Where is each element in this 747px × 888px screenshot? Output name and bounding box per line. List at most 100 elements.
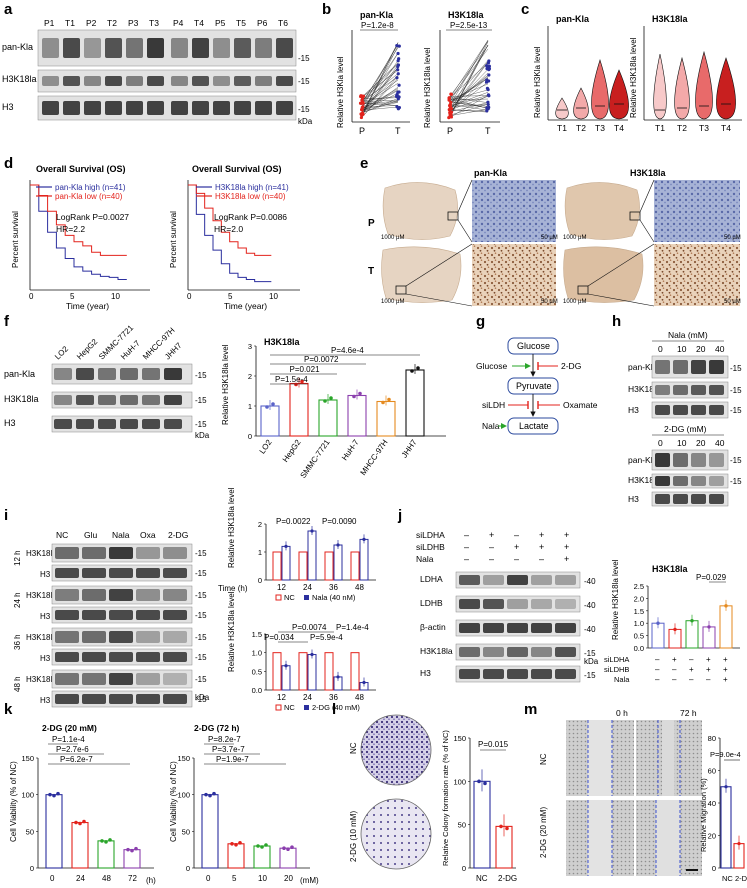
- data-point-t: [396, 72, 400, 76]
- blot-band: [54, 419, 72, 429]
- lane-label: T1: [65, 18, 75, 28]
- data-point-t: [396, 51, 400, 56]
- pathway-node: Pyruvate: [516, 381, 552, 391]
- treatment-label: NC: [56, 530, 68, 540]
- p-value: P=3.7e-7: [212, 745, 245, 754]
- blot-band: [531, 575, 552, 585]
- blot-band: [105, 38, 122, 58]
- mw-marker: -15: [195, 396, 207, 405]
- blot-band: [109, 589, 133, 601]
- x-axis-label: Time (h): [218, 584, 248, 593]
- y-axis-label: Relative H3K18la level: [227, 487, 236, 568]
- treatment-label: siLDHB: [604, 665, 629, 674]
- row-label: T: [368, 266, 374, 277]
- paired-line: [361, 42, 399, 109]
- plot-title: pan-Kla: [360, 10, 394, 20]
- data-point: [336, 543, 340, 547]
- data-point: [204, 792, 208, 797]
- blot-band: [691, 476, 706, 486]
- y-tick-label: 50: [26, 827, 34, 836]
- panel-d: d Overall Survival (OS) Percent survival…: [4, 155, 300, 311]
- y-tick-label: 40: [708, 799, 716, 808]
- blot-band: [483, 669, 504, 679]
- paired-line: [449, 62, 489, 98]
- paired-line: [361, 105, 399, 108]
- mw-marker: -40: [584, 625, 596, 634]
- blot-band: [82, 631, 106, 643]
- violin: [716, 57, 736, 120]
- blot-band: [213, 101, 230, 115]
- y-axis-label: Relative H3K18la level: [423, 47, 432, 128]
- blot-band: [126, 76, 143, 86]
- blot-band: [691, 360, 706, 374]
- y-tick-label: 1.5: [252, 630, 262, 639]
- blot-band: [531, 647, 552, 657]
- legend-swatch: [275, 594, 282, 601]
- paired-line: [449, 40, 489, 98]
- treatment-sign: +: [564, 530, 569, 540]
- mw-marker: -15: [298, 54, 310, 63]
- y-tick-label: 0: [712, 864, 716, 873]
- bar-nc: [350, 551, 360, 581]
- bar-treatment: [307, 654, 317, 691]
- x-tick-label: SMMC-7721: [299, 438, 332, 480]
- blot-band: [82, 652, 106, 662]
- y-tick-label: 0: [462, 864, 466, 873]
- data-point: [505, 826, 509, 831]
- p-value: P=9.0e-4: [710, 750, 741, 759]
- paired-line: [449, 61, 489, 114]
- blot-band: [213, 38, 230, 58]
- blot-band: [691, 405, 706, 415]
- dose-label: 20: [696, 438, 706, 448]
- logrank-p: LogRank P=0.0086: [214, 212, 287, 222]
- blot-band: [55, 568, 79, 578]
- x-tick-t: T: [485, 126, 491, 136]
- lane-label: T4: [194, 18, 204, 28]
- blot-band: [555, 575, 576, 585]
- mw-marker: -15: [195, 633, 207, 642]
- treatment-sign: +: [689, 665, 694, 674]
- x-tick: T2: [576, 123, 586, 133]
- blot-band: [531, 669, 552, 679]
- ihc-high-power: [654, 244, 740, 306]
- x-tick-label: LO2: [258, 438, 274, 456]
- paired-line: [449, 44, 489, 111]
- p-value: P=1.9e-7: [216, 755, 249, 764]
- panel-letter: c: [521, 1, 529, 18]
- blot-band: [42, 101, 59, 115]
- mw-marker: -15: [195, 675, 207, 684]
- x-tick-label: 24: [303, 583, 312, 592]
- x-tick-label: NC: [722, 874, 733, 883]
- data-point-t: [486, 61, 491, 65]
- violin: [591, 58, 609, 120]
- paired-line: [449, 81, 489, 112]
- mw-marker: -15: [195, 420, 207, 429]
- mw-unit: kDa: [195, 431, 210, 440]
- mw-marker: -15: [730, 456, 742, 465]
- blot-band: [109, 652, 133, 662]
- bar: [405, 369, 425, 437]
- pathway-input: Nala: [482, 421, 500, 431]
- x-tick-label: JHH7: [400, 438, 419, 460]
- legend-label: NC: [284, 703, 295, 712]
- paired-line: [449, 44, 489, 117]
- logrank-p: LogRank P=0.0027: [56, 212, 129, 222]
- mw-marker: -15: [195, 549, 207, 558]
- plot-title: Overall Survival (OS): [36, 164, 126, 174]
- column-label: pan-Kla: [474, 168, 508, 178]
- data-point-t: [486, 102, 490, 107]
- column-label: H3K18la: [630, 168, 667, 178]
- data-point: [477, 779, 481, 784]
- blot-band: [673, 360, 688, 374]
- y-axis-label: Relative Colony formation rate (% of NC): [441, 730, 450, 866]
- row-label: LDHA: [420, 574, 443, 584]
- panel-letter: b: [322, 1, 331, 18]
- x-axis-unit: (mM): [300, 876, 319, 885]
- bar-nc: [272, 652, 282, 691]
- data-point: [74, 820, 78, 825]
- km-curve: [30, 184, 127, 256]
- lane-label: P2: [86, 18, 97, 28]
- blot-band: [276, 76, 293, 86]
